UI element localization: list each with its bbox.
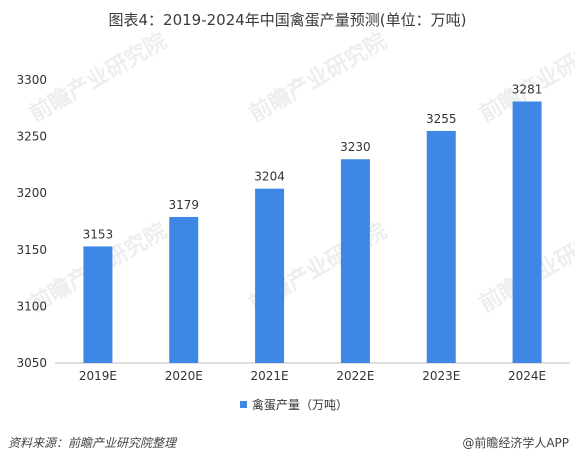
y-tick-label: 3050	[16, 356, 47, 370]
x-tick-label: 2021E	[251, 369, 289, 383]
y-tick-label: 3200	[16, 186, 47, 200]
x-tick-label: 2023E	[422, 369, 460, 383]
bar	[426, 130, 456, 363]
y-tick-label: 3300	[16, 73, 47, 87]
data-label: 3230	[340, 140, 371, 154]
bar	[83, 246, 113, 363]
legend-label: 禽蛋产量（万吨）	[252, 397, 348, 412]
x-tick-label: 2022E	[336, 369, 374, 383]
bar	[512, 101, 542, 364]
legend-swatch	[240, 401, 247, 408]
y-tick-label: 3150	[16, 243, 47, 257]
x-tick-label: 2020E	[165, 369, 203, 383]
data-label: 3179	[168, 198, 199, 212]
data-label: 3153	[83, 227, 114, 241]
data-label: 3204	[254, 170, 285, 184]
bar	[169, 216, 199, 363]
bar	[255, 188, 285, 363]
chart-title: 图表4：2019-2024年中国禽蛋产量预测(单位：万吨)	[108, 11, 467, 29]
x-tick-label: 2024E	[508, 369, 546, 383]
x-tick-label: 2019E	[79, 369, 117, 383]
brand-label: @前瞻经济学人APP	[462, 436, 569, 450]
y-tick-label: 3100	[16, 299, 47, 313]
source-note: 资料来源：前瞻产业研究院整理	[8, 436, 177, 450]
bar	[340, 159, 370, 363]
data-label: 3281	[512, 83, 543, 97]
y-tick-label: 3250	[16, 130, 47, 144]
data-label: 3255	[426, 112, 457, 126]
